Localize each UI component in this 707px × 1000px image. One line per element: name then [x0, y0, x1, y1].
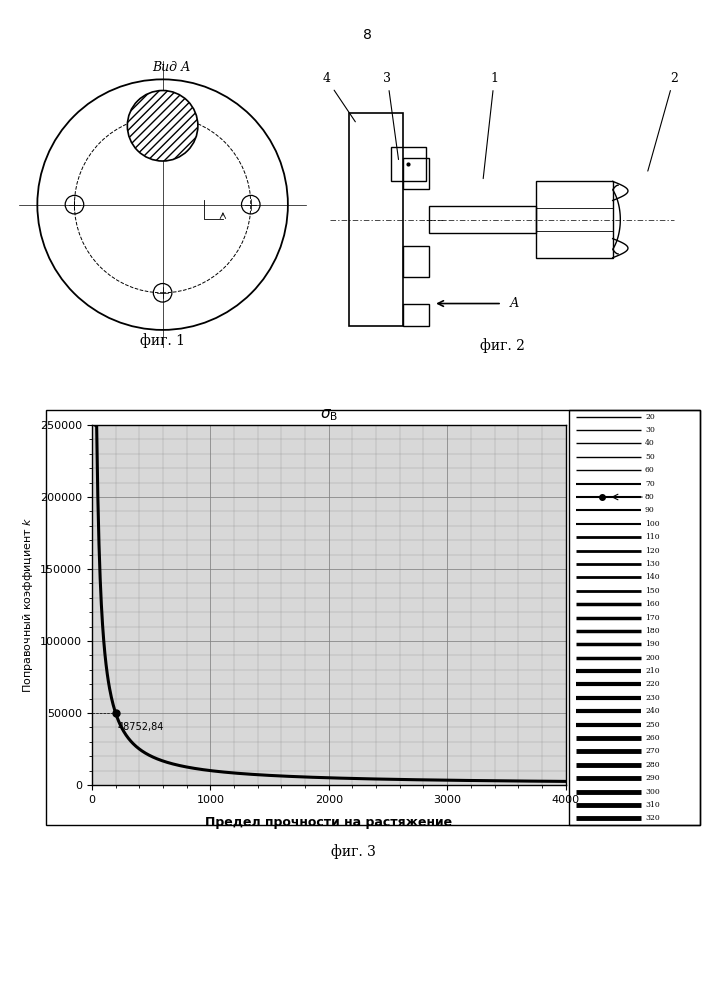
Text: 140: 140 [645, 573, 660, 581]
Text: 50: 50 [645, 453, 655, 461]
Circle shape [127, 91, 198, 161]
Text: 3: 3 [383, 72, 399, 160]
Text: 320: 320 [645, 814, 660, 822]
Text: Вид А: Вид А [153, 61, 191, 74]
Text: 20: 20 [645, 413, 655, 421]
Bar [349, 113, 403, 326]
Text: 260: 260 [645, 734, 660, 742]
Text: 210: 210 [645, 667, 660, 675]
Text: 110: 110 [645, 533, 660, 541]
Text: 220: 220 [645, 680, 660, 688]
Bar [429, 206, 537, 233]
Bar [403, 246, 429, 277]
Bar [391, 147, 426, 181]
Text: 310: 310 [645, 801, 660, 809]
Text: 60: 60 [645, 466, 655, 474]
Text: А: А [510, 297, 519, 310]
Text: 80: 80 [645, 493, 655, 501]
Bar [569, 410, 700, 825]
Y-axis label: Поправочный коэффициент $k$: Поправочный коэффициент $k$ [21, 517, 35, 693]
Text: 70: 70 [645, 480, 655, 488]
Text: 100: 100 [645, 520, 660, 528]
Text: фиг. 2: фиг. 2 [479, 338, 525, 353]
Bar [403, 304, 429, 326]
Text: 120: 120 [645, 547, 660, 555]
Text: 2: 2 [648, 72, 678, 171]
Text: 280: 280 [645, 761, 660, 769]
Text: фиг. 3: фиг. 3 [331, 845, 376, 859]
X-axis label: Предел прочности на растяжение: Предел прочности на растяжение [205, 816, 452, 829]
Text: 4: 4 [322, 72, 356, 122]
Text: 230: 230 [645, 694, 660, 702]
Text: 250: 250 [645, 721, 660, 729]
Bar [403, 158, 429, 189]
Text: 40: 40 [645, 439, 655, 447]
Text: 160: 160 [645, 600, 660, 608]
Text: 300: 300 [645, 788, 660, 796]
Text: 290: 290 [645, 774, 660, 782]
Text: 150: 150 [645, 587, 660, 595]
Text: 130: 130 [645, 560, 660, 568]
Title: $\sigma_{\rm B}$: $\sigma_{\rm B}$ [320, 407, 338, 423]
Text: 180: 180 [645, 627, 660, 635]
Text: 270: 270 [645, 747, 660, 755]
Text: 170: 170 [645, 613, 660, 621]
Bar [537, 181, 613, 258]
Text: фиг. 1: фиг. 1 [140, 334, 185, 348]
Text: 1: 1 [483, 72, 498, 179]
Text: 200: 200 [645, 654, 660, 662]
Text: 48752,84: 48752,84 [118, 722, 164, 732]
Text: 240: 240 [645, 707, 660, 715]
Text: 8: 8 [363, 28, 372, 42]
Text: 190: 190 [645, 640, 660, 648]
Text: 30: 30 [645, 426, 655, 434]
Text: 90: 90 [645, 506, 655, 514]
